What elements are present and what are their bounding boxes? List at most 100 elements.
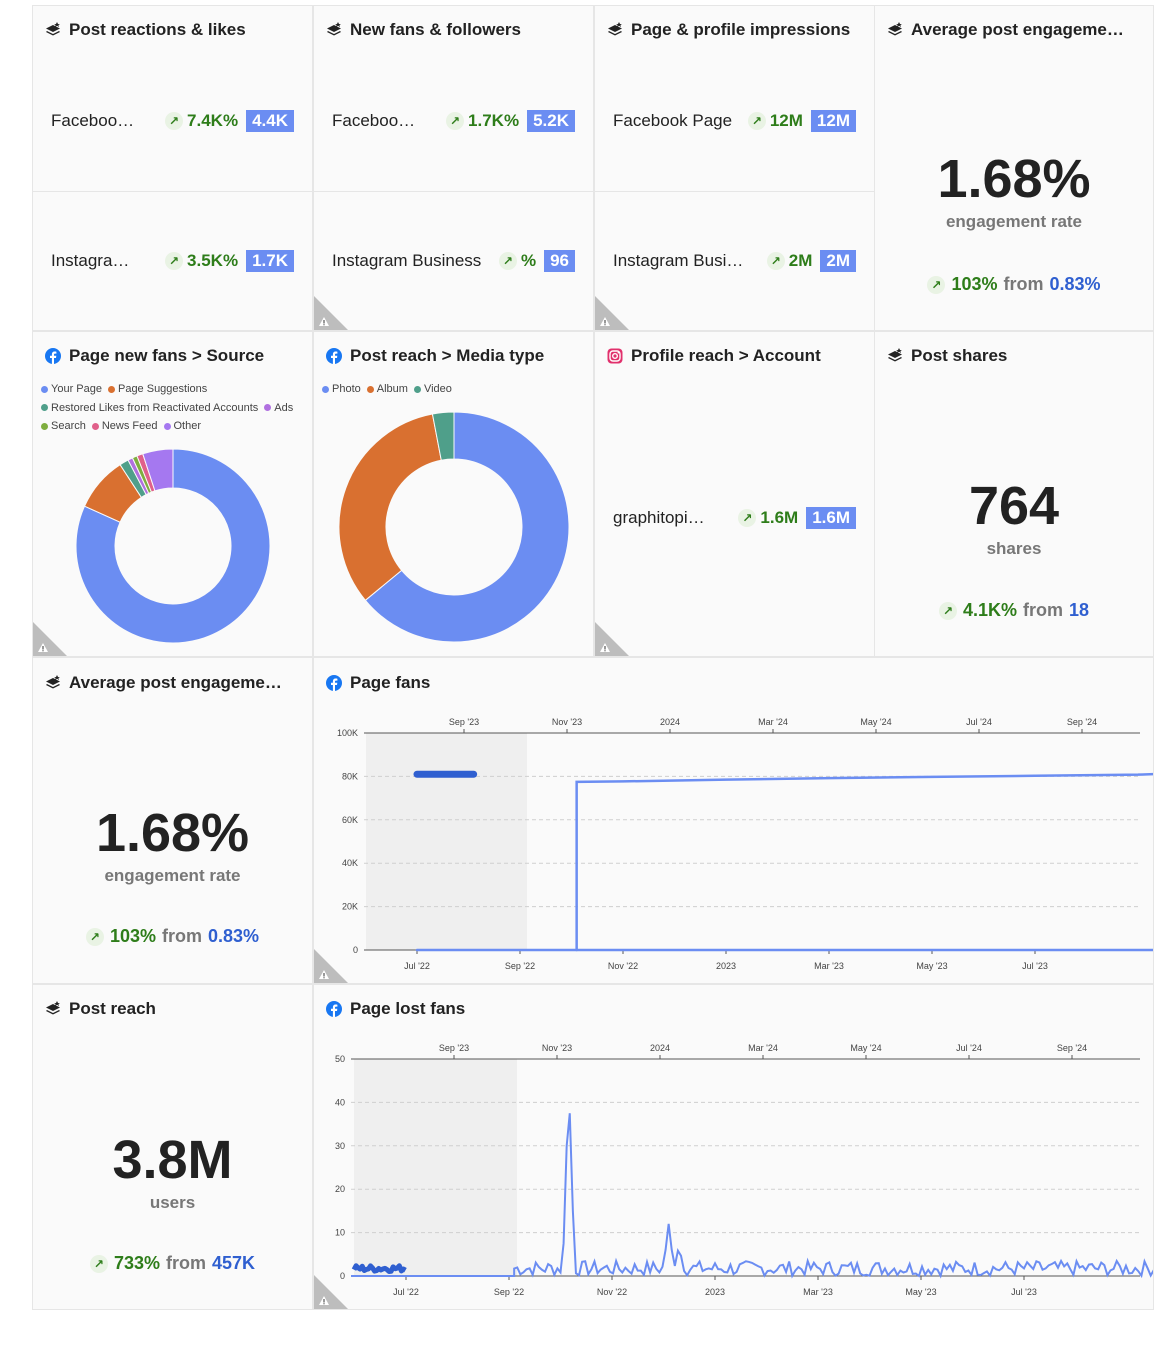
- card-page-fans[interactable]: Page fans 100K 80K 60K 40K 20K 0 Sep '23 Nov '2…: [313, 657, 1154, 984]
- card-new-fans[interactable]: New fans & followers Faceboo… ↗ 1.7K% 5.2K …: [313, 5, 594, 331]
- metric-trend: ↗ 1.6M: [738, 508, 798, 528]
- kpi-unit: shares: [986, 539, 1042, 558]
- bottom-tick-label: 2023: [705, 1287, 725, 1297]
- legend-swatch: [413, 385, 421, 393]
- legend-item[interactable]: Page Suggestions: [107, 380, 207, 398]
- donut-slice[interactable]: [364, 411, 570, 643]
- legend-item[interactable]: Ads: [264, 399, 293, 417]
- top-tick-label: Mar '24: [748, 1043, 778, 1053]
- series-line[interactable]: [575, 772, 1154, 952]
- y-tick-label: 50: [335, 1054, 345, 1064]
- card-engagement-top[interactable]: Average post engageme… 1.68% engagement …: [874, 5, 1154, 331]
- legend-item[interactable]: Album: [366, 380, 408, 398]
- card-title-text: Post reactions & likes: [69, 20, 246, 39]
- card-title: New fans & followers: [326, 20, 521, 40]
- legend-item[interactable]: Other: [163, 417, 201, 435]
- legend-item[interactable]: Restored Likes from Reactivated Accounts: [41, 399, 258, 417]
- card-title-text: Post shares: [911, 346, 1008, 365]
- metric-trend: ↗ 7.4K%: [165, 111, 238, 131]
- card-title-text: Page lost fans: [350, 999, 466, 1018]
- kpi-from-value: 18: [1069, 600, 1090, 620]
- warning-icon[interactable]: [595, 622, 629, 656]
- series-line-prev[interactable]: [351, 1263, 407, 1274]
- legend-item[interactable]: Video: [413, 380, 452, 398]
- facebook-icon: [326, 348, 342, 364]
- trend-value: 1.6M: [760, 508, 799, 527]
- metric-row[interactable]: Faceboo… ↗ 1.7K% 5.2K: [332, 110, 575, 132]
- line-chart: 50 40 30 20 10 0 Sep '23 Nov '23 2024 Mar '24 May …: [335, 1043, 1154, 1297]
- trend-up-icon: ↗: [747, 112, 766, 130]
- top-tick-label: 2024: [660, 717, 680, 727]
- metric-row[interactable]: Instagra… ↗ 3.5K% 1.7K: [51, 250, 294, 272]
- card-new-fans-source[interactable]: Page new fans > Source Your Page Page Sug…: [32, 331, 313, 657]
- legend-item[interactable]: Your Page: [41, 380, 102, 398]
- card-post-shares[interactable]: Post shares 764 shares ↗ 4.1K% from 18: [874, 331, 1154, 657]
- donut-slice[interactable]: [75, 448, 271, 644]
- kpi-unit: users: [149, 1193, 196, 1212]
- legend-item[interactable]: Search: [41, 417, 86, 435]
- metric-trend: ↗ 2M: [766, 251, 812, 271]
- series-line[interactable]: [351, 1113, 1154, 1279]
- legend-swatch: [163, 422, 171, 430]
- facebook-icon: [326, 675, 342, 691]
- metric-row[interactable]: Instagram Business ↗% 96: [332, 250, 575, 272]
- trend-up-icon: ↗: [165, 252, 184, 270]
- trend-up-icon: ↗: [766, 252, 785, 270]
- warning-icon[interactable]: [314, 1275, 348, 1309]
- card-lost-fans[interactable]: Page lost fans 50 40 30 20 10 0 Sep '23 Nov '23…: [313, 984, 1154, 1310]
- top-tick-label: Sep '23: [449, 717, 479, 727]
- trend-up-icon: ↗: [446, 112, 465, 130]
- trend-value: 7.4K%: [187, 111, 239, 130]
- card-post-reach[interactable]: Post reach 3.8M users ↗ 733% from 457K: [32, 984, 313, 1310]
- kpi-from-label: from: [1023, 600, 1063, 620]
- card-post-reactions[interactable]: Post reactions & likes Faceboo… ↗ 7.4K% 4.4…: [32, 5, 313, 331]
- donut-slice[interactable]: [431, 411, 455, 461]
- legend-swatch: [41, 404, 48, 411]
- donut-slice[interactable]: [338, 413, 442, 602]
- legend-swatch: [91, 422, 99, 430]
- legend-swatch: [41, 422, 48, 430]
- metric-value: 12M: [810, 110, 856, 132]
- card-title-text: Profile reach > Account: [631, 346, 821, 365]
- legend-label: Search: [51, 420, 86, 432]
- y-tick-label: 40: [335, 1097, 345, 1107]
- legend-item[interactable]: News Feed: [91, 417, 158, 435]
- donut-slice[interactable]: [142, 448, 174, 492]
- layers-icon: [888, 22, 902, 36]
- chart-legend: Your Page Page Suggestions Restored Likes …: [41, 380, 306, 436]
- y-tick-label: 80K: [342, 771, 358, 781]
- legend-label: Restored Likes from Reactivated Accounts: [51, 401, 259, 414]
- kpi-from-label: from: [166, 1253, 206, 1273]
- legend-label: Video: [423, 383, 452, 395]
- metric-row[interactable]: Instagram Busi… ↗ 2M 2M: [613, 250, 856, 272]
- warning-icon[interactable]: [314, 949, 348, 983]
- trend-up-icon: ↗: [498, 252, 517, 270]
- bottom-tick-label: Nov '22: [597, 1287, 627, 1297]
- warning-icon[interactable]: [33, 622, 67, 656]
- legend-item[interactable]: Photo: [322, 380, 361, 398]
- metric-row[interactable]: Faceboo… ↗ 7.4K% 4.4K: [51, 110, 294, 132]
- card-title: Profile reach > Account: [607, 346, 821, 366]
- y-tick-label: 60K: [342, 815, 358, 825]
- top-tick-label: Jul '24: [966, 717, 992, 727]
- legend-swatch: [366, 385, 374, 393]
- card-engagement-mid[interactable]: Average post engageme… 1.68% engagement …: [32, 657, 313, 984]
- warning-icon[interactable]: [314, 296, 348, 330]
- metric-row[interactable]: Facebook Page ↗ 12M 12M: [613, 110, 856, 132]
- card-reach-media[interactable]: Post reach > Media type Photo Album Video: [313, 331, 594, 657]
- card-impressions[interactable]: Page & profile impressions Facebook Page…: [594, 5, 875, 331]
- metric-row[interactable]: graphitopi… ↗ 1.6M 1.6M: [613, 507, 856, 529]
- bottom-tick-label: Jul '23: [1022, 961, 1048, 971]
- kpi-value: 764: [968, 476, 1060, 536]
- card-profile-reach[interactable]: Profile reach > Account graphitopi… ↗ 1.6M…: [594, 331, 875, 657]
- shaded-range: [354, 1059, 517, 1276]
- trend-up-icon: ↗: [927, 275, 946, 294]
- top-tick-label: Nov '23: [552, 717, 582, 727]
- kpi-from-value: 457K: [212, 1253, 256, 1273]
- y-tick-label: 20: [335, 1184, 345, 1194]
- kpi-value: 3.8M: [112, 1130, 233, 1190]
- metric-value: 4.4K: [246, 110, 294, 132]
- trend-up-icon: ↗: [738, 509, 757, 527]
- legend-label: Ads: [274, 401, 294, 414]
- warning-icon[interactable]: [595, 296, 629, 330]
